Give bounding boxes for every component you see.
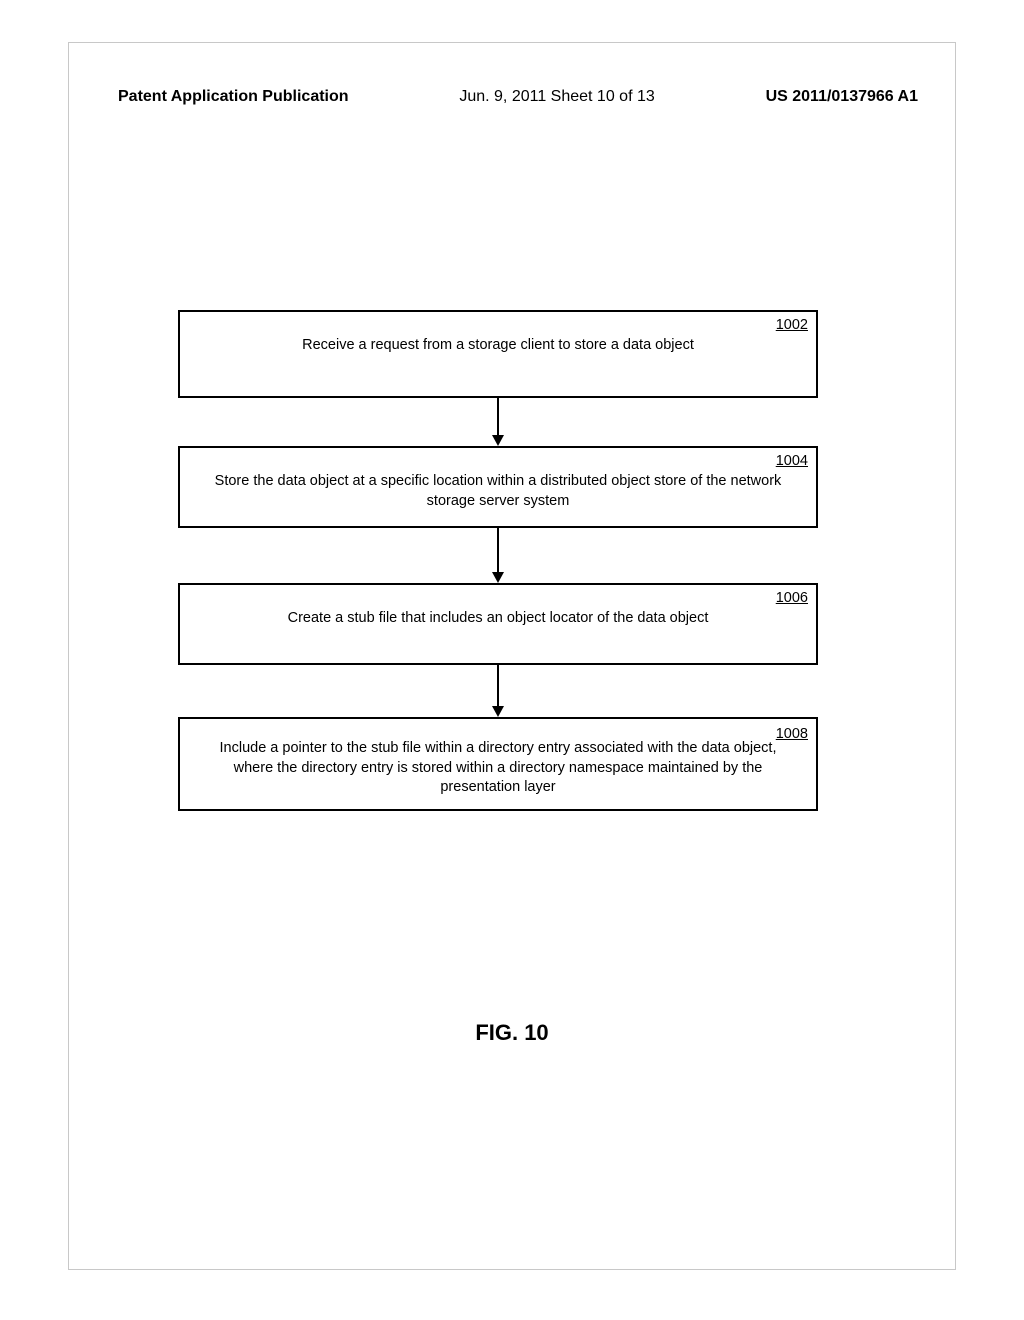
arrow-head-icon	[492, 572, 504, 583]
arrow-line	[497, 398, 499, 435]
flowchart-container: 1002 Receive a request from a storage cl…	[178, 310, 818, 811]
header-date-sheet: Jun. 9, 2011 Sheet 10 of 13	[459, 88, 654, 106]
step-text-1006: Create a stub file that includes an obje…	[200, 603, 796, 631]
arrow-line	[497, 528, 499, 572]
figure-label: FIG. 10	[0, 1020, 1024, 1046]
arrow-1002-1004	[178, 398, 818, 446]
header-publication-type: Patent Application Publication	[118, 88, 349, 106]
step-text-1004: Store the data object at a specific loca…	[200, 466, 796, 513]
step-number-1002: 1002	[776, 316, 808, 336]
flow-step-1004: 1004 Store the data object at a specific…	[178, 446, 818, 528]
page-header: Patent Application Publication Jun. 9, 2…	[118, 88, 918, 106]
flow-step-1006: 1006 Create a stub file that includes an…	[178, 583, 818, 665]
arrow-1006-1008	[178, 665, 818, 717]
arrow-head-icon	[492, 435, 504, 446]
step-text-1002: Receive a request from a storage client …	[200, 330, 796, 358]
step-text-1008: Include a pointer to the stub file withi…	[200, 737, 796, 800]
step-number-1008: 1008	[776, 725, 808, 745]
step-number-1004: 1004	[776, 452, 808, 472]
arrow-line	[497, 665, 499, 706]
arrow-1004-1006	[178, 528, 818, 583]
flow-step-1008: 1008 Include a pointer to the stub file …	[178, 717, 818, 811]
header-publication-number: US 2011/0137966 A1	[766, 88, 918, 106]
arrow-head-icon	[492, 706, 504, 717]
flow-step-1002: 1002 Receive a request from a storage cl…	[178, 310, 818, 398]
step-number-1006: 1006	[776, 589, 808, 609]
